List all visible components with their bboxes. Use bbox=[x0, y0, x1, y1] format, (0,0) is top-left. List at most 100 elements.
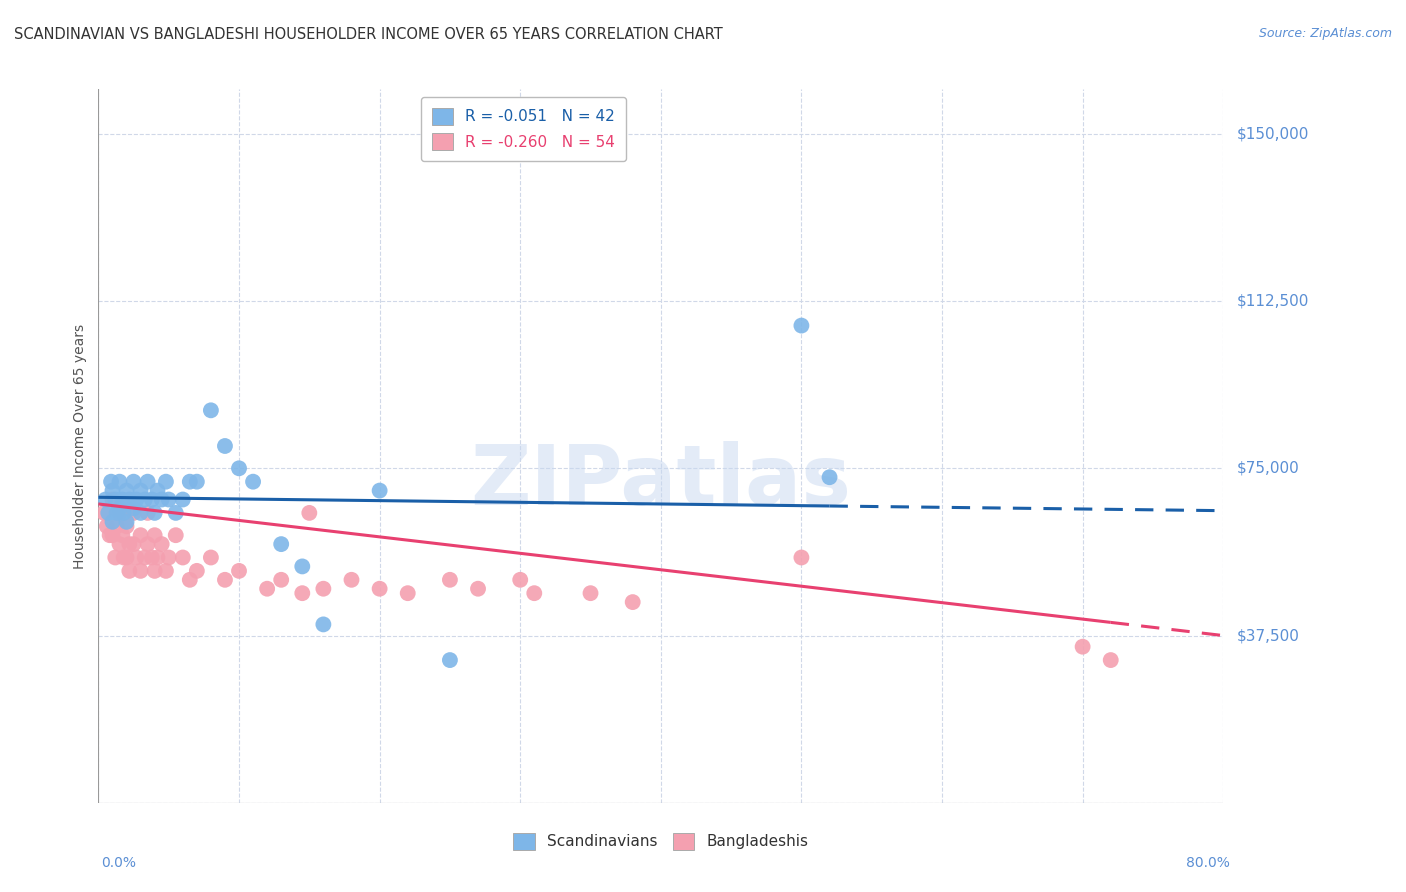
Point bbox=[172, 550, 194, 565]
Point bbox=[1071, 640, 1094, 654]
Point bbox=[115, 519, 138, 533]
Point bbox=[122, 506, 145, 520]
Point bbox=[129, 506, 152, 520]
Point bbox=[98, 528, 121, 542]
Point bbox=[108, 506, 131, 520]
Point bbox=[93, 506, 115, 520]
Point bbox=[200, 550, 222, 565]
Point bbox=[291, 586, 314, 600]
Text: $112,500: $112,500 bbox=[1237, 293, 1309, 309]
Point bbox=[256, 582, 278, 596]
Point bbox=[270, 573, 292, 587]
Point bbox=[150, 537, 173, 551]
Point bbox=[214, 573, 236, 587]
Point bbox=[150, 492, 173, 507]
Point bbox=[101, 515, 124, 529]
Point bbox=[115, 483, 138, 498]
Point bbox=[439, 573, 461, 587]
Point bbox=[125, 492, 148, 507]
Point bbox=[790, 318, 813, 333]
Point bbox=[214, 439, 236, 453]
Point bbox=[105, 519, 128, 533]
Point bbox=[96, 519, 118, 533]
Point bbox=[115, 515, 138, 529]
Point bbox=[108, 475, 131, 489]
Text: 0.0%: 0.0% bbox=[101, 855, 136, 870]
Point bbox=[165, 506, 187, 520]
Point bbox=[186, 475, 208, 489]
Point bbox=[97, 506, 120, 520]
Point bbox=[298, 506, 321, 520]
Point bbox=[118, 492, 141, 507]
Point bbox=[179, 475, 201, 489]
Point bbox=[790, 550, 813, 565]
Point bbox=[157, 492, 180, 507]
Point bbox=[467, 582, 489, 596]
Point bbox=[112, 550, 135, 565]
Y-axis label: Householder Income Over 65 years: Householder Income Over 65 years bbox=[73, 324, 87, 568]
Point bbox=[143, 528, 166, 542]
Point bbox=[101, 492, 124, 507]
Point bbox=[368, 582, 391, 596]
Point bbox=[129, 483, 152, 498]
Point bbox=[136, 537, 159, 551]
Point bbox=[134, 550, 156, 565]
Point bbox=[155, 564, 177, 578]
Point bbox=[228, 461, 250, 475]
Text: $150,000: $150,000 bbox=[1237, 127, 1309, 141]
Point bbox=[122, 537, 145, 551]
Point bbox=[122, 475, 145, 489]
Point bbox=[228, 564, 250, 578]
Point bbox=[1099, 653, 1122, 667]
Point bbox=[111, 528, 134, 542]
Point bbox=[101, 528, 124, 542]
Point bbox=[118, 537, 141, 551]
Point bbox=[112, 506, 135, 520]
Point bbox=[439, 653, 461, 667]
Point bbox=[94, 492, 117, 507]
Point bbox=[523, 586, 546, 600]
Point bbox=[509, 573, 531, 587]
Point bbox=[134, 492, 156, 507]
Point bbox=[104, 492, 127, 507]
Point bbox=[136, 506, 159, 520]
Point bbox=[242, 475, 264, 489]
Point bbox=[368, 483, 391, 498]
Point bbox=[270, 537, 292, 551]
Point bbox=[396, 586, 419, 600]
Text: ZIPatlas: ZIPatlas bbox=[471, 442, 851, 522]
Point bbox=[155, 475, 177, 489]
Point bbox=[146, 550, 169, 565]
Point bbox=[129, 564, 152, 578]
Point bbox=[621, 595, 644, 609]
Point bbox=[105, 506, 128, 520]
Text: 80.0%: 80.0% bbox=[1187, 855, 1230, 870]
Point bbox=[186, 564, 208, 578]
Point bbox=[100, 475, 122, 489]
Point bbox=[122, 501, 145, 516]
Point bbox=[115, 550, 138, 565]
Point bbox=[200, 403, 222, 417]
Point bbox=[101, 483, 124, 498]
Point bbox=[143, 564, 166, 578]
Point bbox=[312, 582, 335, 596]
Point bbox=[136, 475, 159, 489]
Text: Source: ZipAtlas.com: Source: ZipAtlas.com bbox=[1258, 27, 1392, 40]
Point bbox=[141, 492, 163, 507]
Legend: Scandinavians, Bangladeshis: Scandinavians, Bangladeshis bbox=[505, 823, 817, 859]
Text: $75,000: $75,000 bbox=[1237, 461, 1301, 475]
Point bbox=[818, 470, 841, 484]
Point bbox=[157, 550, 180, 565]
Text: $37,500: $37,500 bbox=[1237, 628, 1301, 643]
Point bbox=[111, 492, 134, 507]
Point bbox=[291, 559, 314, 574]
Point bbox=[172, 492, 194, 507]
Point bbox=[108, 501, 131, 516]
Point bbox=[129, 528, 152, 542]
Point bbox=[118, 564, 141, 578]
Point bbox=[141, 550, 163, 565]
Point bbox=[143, 506, 166, 520]
Point bbox=[104, 550, 127, 565]
Point bbox=[146, 483, 169, 498]
Point bbox=[340, 573, 363, 587]
